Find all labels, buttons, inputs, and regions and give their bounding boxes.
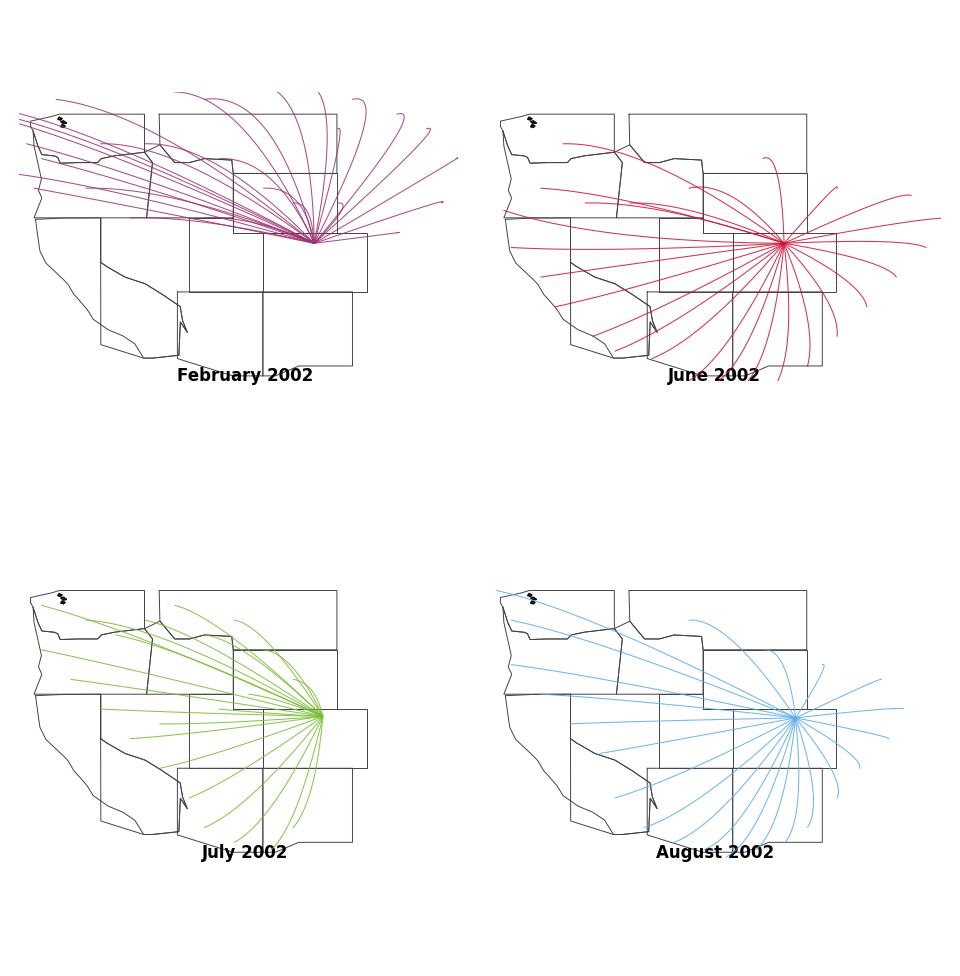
Text: February 2002: February 2002: [177, 367, 313, 386]
Polygon shape: [58, 593, 62, 596]
Polygon shape: [60, 601, 65, 604]
Text: June 2002: June 2002: [668, 367, 761, 386]
Polygon shape: [60, 121, 66, 124]
Polygon shape: [531, 597, 537, 600]
Text: July 2002: July 2002: [202, 843, 288, 862]
Text: August 2002: August 2002: [656, 843, 774, 862]
Polygon shape: [531, 125, 535, 128]
Polygon shape: [60, 597, 66, 600]
Polygon shape: [528, 117, 532, 120]
Polygon shape: [531, 121, 537, 124]
Polygon shape: [60, 125, 65, 128]
Polygon shape: [528, 593, 532, 596]
Polygon shape: [531, 601, 535, 604]
Polygon shape: [58, 117, 62, 120]
